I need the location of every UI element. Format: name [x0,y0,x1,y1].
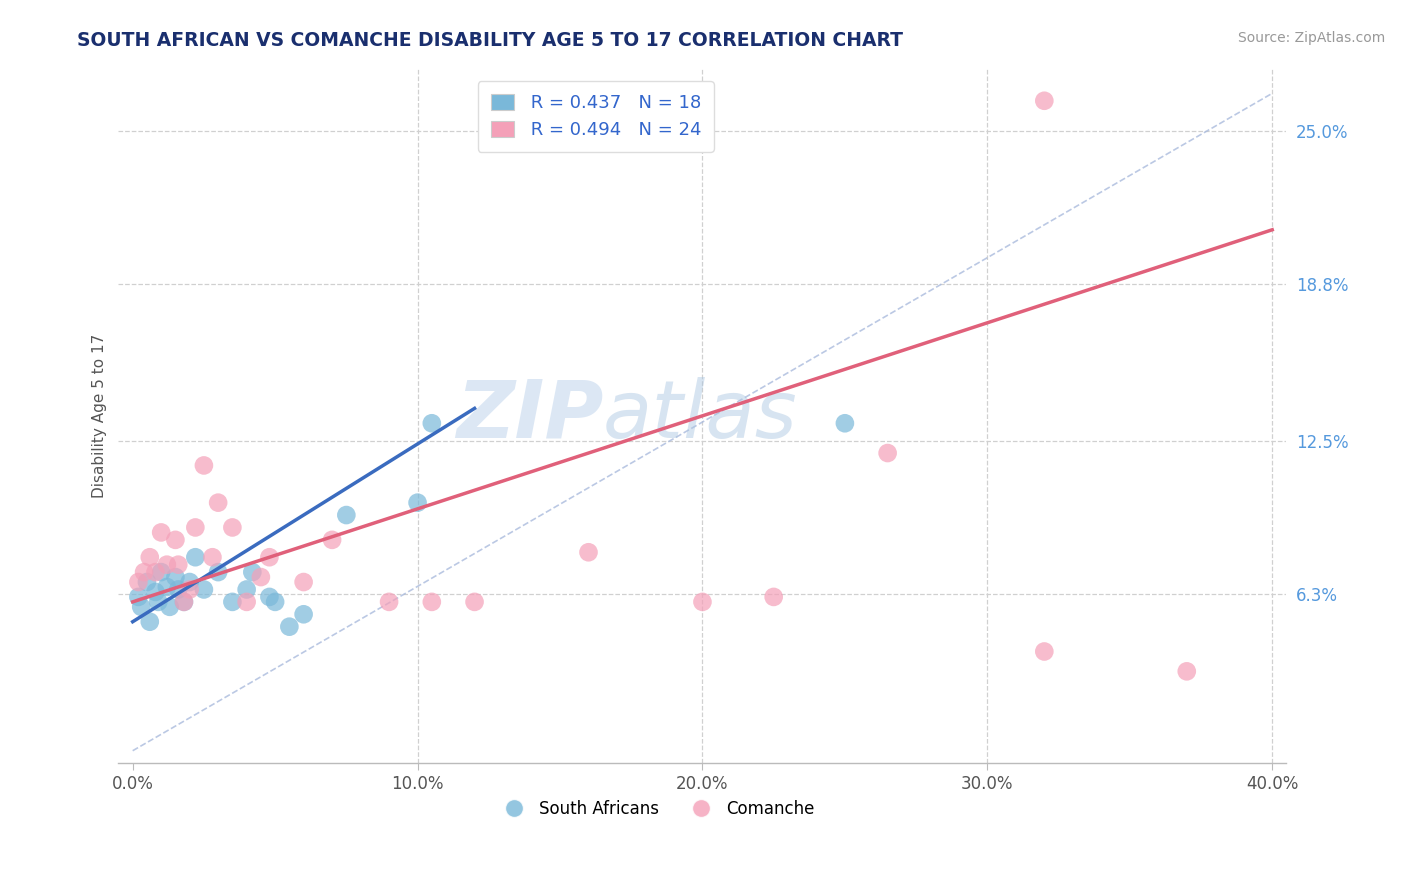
Point [1033,94,1056,108]
Point [179,575,201,590]
Point [150,525,173,540]
Point [129,599,152,614]
Point [167,582,190,597]
Point [139,615,162,629]
Point [127,575,149,590]
Text: ZIP: ZIP [456,376,603,455]
Point [292,607,315,622]
Point [145,585,167,599]
Point [292,575,315,590]
Point [173,595,195,609]
Point [876,446,898,460]
Point [159,599,181,614]
Point [335,508,357,522]
Point [193,458,215,473]
Point [150,565,173,579]
Point [179,582,201,597]
Point [378,595,401,609]
Point [221,520,243,534]
Point [420,595,443,609]
Point [207,496,229,510]
Point [762,590,785,604]
Point [235,595,257,609]
Point [184,520,207,534]
Point [184,550,207,565]
Point [1175,665,1198,679]
Point [165,570,187,584]
Point [145,565,167,579]
Point [156,558,179,572]
Point [221,595,243,609]
Point [321,533,343,547]
Point [834,417,856,431]
Point [406,496,429,510]
Y-axis label: Disability Age 5 to 17: Disability Age 5 to 17 [93,334,107,498]
Point [156,580,179,594]
Point [278,620,301,634]
Point [240,565,263,579]
Point [692,595,714,609]
Point [148,595,170,609]
Text: SOUTH AFRICAN VS COMANCHE DISABILITY AGE 5 TO 17 CORRELATION CHART: SOUTH AFRICAN VS COMANCHE DISABILITY AGE… [77,31,903,50]
Point [201,550,224,565]
Legend: South Africans, Comanche: South Africans, Comanche [491,793,821,824]
Text: Source: ZipAtlas.com: Source: ZipAtlas.com [1237,31,1385,45]
Point [264,595,287,609]
Text: atlas: atlas [603,376,799,455]
Point [1033,644,1056,658]
Point [132,565,155,579]
Point [259,590,281,604]
Point [464,595,486,609]
Point [250,570,273,584]
Point [259,550,281,565]
Point [136,575,159,590]
Point [127,590,149,604]
Point [420,417,443,431]
Point [193,582,215,597]
Point [235,582,257,597]
Point [173,595,195,609]
Point [578,545,600,559]
Point [139,550,162,565]
Point [167,558,190,572]
Point [207,565,229,579]
Point [165,533,187,547]
